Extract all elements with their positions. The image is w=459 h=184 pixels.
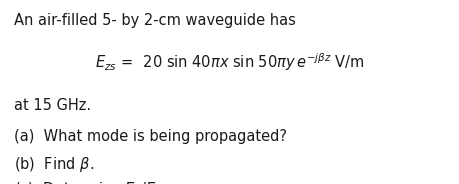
Text: (c)  Determine $E_y$/$E_x$.: (c) Determine $E_y$/$E_x$.: [14, 180, 166, 184]
Text: (a)  What mode is being propagated?: (a) What mode is being propagated?: [14, 129, 287, 144]
Text: $E_{zs}$$\,=\,$ 20 sin 40$\pi x$ sin 50$\pi y\,e^{-j\beta z}$ V/m: $E_{zs}$$\,=\,$ 20 sin 40$\pi x$ sin 50$…: [95, 52, 364, 73]
Text: (b)  Find $\beta$.: (b) Find $\beta$.: [14, 155, 94, 174]
Text: at 15 GHz.: at 15 GHz.: [14, 98, 91, 113]
Text: An air-filled 5- by 2-cm waveguide has: An air-filled 5- by 2-cm waveguide has: [14, 13, 296, 28]
